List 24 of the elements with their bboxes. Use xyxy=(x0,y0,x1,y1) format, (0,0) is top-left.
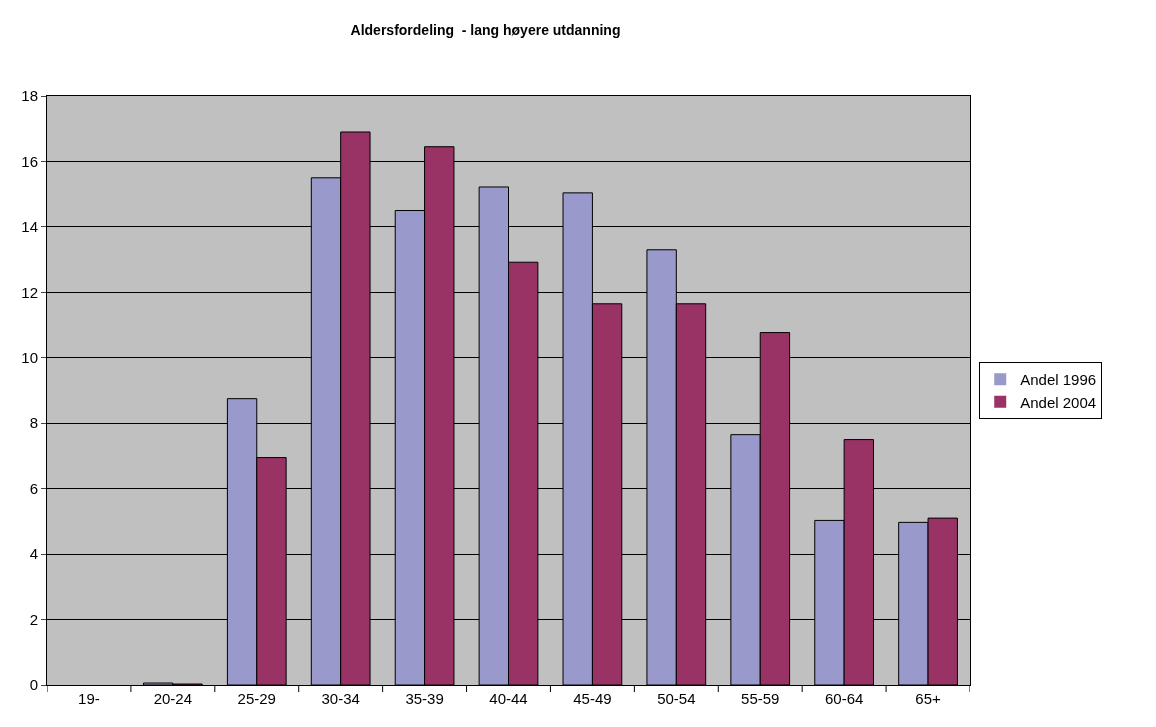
y-tick-label: 10 xyxy=(21,349,38,367)
y-tick-label: 0 xyxy=(29,676,38,694)
x-tick-label: 60-64 xyxy=(824,690,864,707)
x-tick-label: 35-39 xyxy=(405,690,444,707)
x-tick-label: 45-49 xyxy=(573,690,612,707)
y-tick-label: 18 xyxy=(21,87,38,105)
x-tick-label: 55-59 xyxy=(741,690,780,707)
y-tick-label: 4 xyxy=(29,545,38,563)
x-tick-label: 65+ xyxy=(915,690,942,707)
y-tick-label: 16 xyxy=(21,152,38,170)
x-tick-label: 25-29 xyxy=(237,690,276,707)
y-tick-label: 2 xyxy=(29,610,38,628)
chart-title: Aldersfordeling - lang høyere utdanning xyxy=(350,22,621,39)
y-tick-label: 14 xyxy=(21,218,38,236)
x-tick-label: 20-24 xyxy=(153,690,193,707)
y-tick-label: 12 xyxy=(21,283,38,301)
x-tick-label: 50-54 xyxy=(657,690,696,707)
x-tick-label: 19- xyxy=(78,690,100,707)
x-tick-label: 40-44 xyxy=(489,690,528,707)
y-tick-label: 6 xyxy=(29,479,38,497)
legend-label: Andel 1996 xyxy=(1020,371,1097,389)
y-tick-label: 8 xyxy=(29,414,38,432)
legend-label: Andel 2004 xyxy=(1020,393,1097,411)
x-tick-label: 30-34 xyxy=(321,690,360,707)
